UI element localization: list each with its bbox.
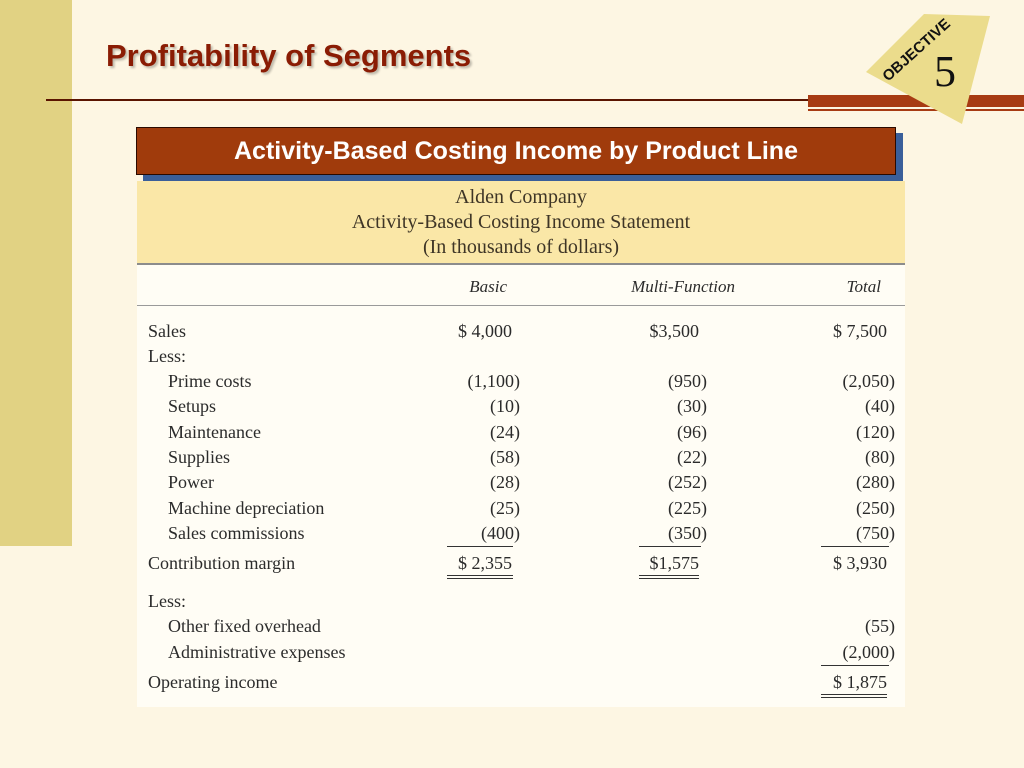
cell-basic: (400) xyxy=(481,523,520,543)
col-total: Total xyxy=(846,277,881,296)
cell-total: $ 7,500 xyxy=(833,321,887,341)
cell-multi: (22) xyxy=(677,447,707,467)
row-operating-income: Operating income $ 1,875 xyxy=(137,672,905,696)
row-label: Setups xyxy=(168,396,217,416)
income-statement: Alden Company Activity-Based Costing Inc… xyxy=(137,181,905,707)
cell-total: (2,000) xyxy=(842,642,896,662)
col-multi-function: Multi-Function xyxy=(631,277,735,296)
row-less: Less: xyxy=(137,591,905,615)
row-label: Other fixed overhead xyxy=(168,616,321,636)
cell-basic: (28) xyxy=(490,472,520,492)
cell-total: (750) xyxy=(856,523,895,543)
cell-total: $ 1,875 xyxy=(833,672,887,692)
statement-units: (In thousands of dollars) xyxy=(422,236,620,258)
cell-basic: (24) xyxy=(490,422,520,442)
column-headers: Basic Multi-Function Total xyxy=(137,267,905,306)
row-label: Sales commissions xyxy=(168,523,305,543)
cell-total: (80) xyxy=(865,447,895,467)
underline-total xyxy=(821,546,889,547)
row-label: Supplies xyxy=(168,447,231,467)
underline-multi xyxy=(639,546,701,547)
cell-total: (55) xyxy=(865,616,895,636)
row-contribution-margin: Contribution margin $ 2,355 $1,575 $ 3,9… xyxy=(137,553,905,577)
row-label: Operating income xyxy=(148,672,278,692)
col-basic: Basic xyxy=(469,277,507,296)
cell-basic: (58) xyxy=(490,447,520,467)
title-rule xyxy=(46,99,812,101)
double-underline-total xyxy=(821,694,887,698)
row-sales: Sales $ 4,000 $3,500 $ 7,500 xyxy=(137,321,905,345)
statement-title: Activity-Based Costing Income Statement xyxy=(351,211,691,233)
cell-total: (40) xyxy=(865,396,895,416)
row-label: Less: xyxy=(148,346,186,366)
double-underline-basic xyxy=(447,575,513,579)
cell-basic: (1,100) xyxy=(467,371,521,391)
cell-total: (2,050) xyxy=(842,371,896,391)
row-prime-costs: Prime costs (1,100) (950) (2,050) xyxy=(137,371,905,395)
cell-multi: (225) xyxy=(668,498,707,518)
cell-multi: (350) xyxy=(668,523,707,543)
row-less: Less: xyxy=(137,346,905,370)
cell-total: (120) xyxy=(856,422,895,442)
left-accent-bar xyxy=(0,0,72,546)
cell-multi: (96) xyxy=(677,422,707,442)
row-sales-commissions: Sales commissions (400) (350) (750) xyxy=(137,523,905,547)
row-supplies: Supplies (58) (22) (80) xyxy=(137,447,905,471)
cell-total: $ 3,930 xyxy=(833,553,887,573)
cell-multi: (30) xyxy=(677,396,707,416)
underline-basic xyxy=(447,546,513,547)
cell-basic: $ 4,000 xyxy=(458,321,512,341)
slide-title: Profitability of Segments xyxy=(106,38,472,73)
row-other-fixed-overhead: Other fixed overhead (55) xyxy=(137,616,905,640)
statement-header: Alden Company Activity-Based Costing Inc… xyxy=(137,181,905,265)
row-setups: Setups (10) (30) (40) xyxy=(137,396,905,420)
row-label: Sales xyxy=(148,321,186,341)
cell-multi: $1,575 xyxy=(649,553,700,573)
section-banner: Activity-Based Costing Income by Product… xyxy=(136,127,896,175)
title-rule-accent-thin xyxy=(808,109,1024,111)
cell-basic: $ 2,355 xyxy=(458,553,512,573)
cell-basic: (25) xyxy=(490,498,520,518)
row-label: Machine depreciation xyxy=(168,498,325,518)
row-maintenance: Maintenance (24) (96) (120) xyxy=(137,422,905,446)
row-label: Maintenance xyxy=(168,422,261,442)
double-underline-multi xyxy=(639,575,699,579)
cell-basic: (10) xyxy=(490,396,520,416)
row-label: Power xyxy=(168,472,214,492)
row-label: Contribution margin xyxy=(148,553,296,573)
objective-number: 5 xyxy=(934,47,956,96)
cell-total: (250) xyxy=(856,498,895,518)
row-power: Power (28) (252) (280) xyxy=(137,472,905,496)
cell-multi: (950) xyxy=(668,371,707,391)
objective-badge: OBJECTIVE 5 xyxy=(866,14,990,124)
title-rule-accent xyxy=(808,95,1024,107)
cell-multi: $3,500 xyxy=(649,321,700,341)
row-label: Prime costs xyxy=(168,371,252,391)
company-name: Alden Company xyxy=(455,186,587,208)
cell-total: (280) xyxy=(856,472,895,492)
cell-multi: (252) xyxy=(668,472,707,492)
row-label: Less: xyxy=(148,591,186,611)
row-administrative-expenses: Administrative expenses (2,000) xyxy=(137,642,905,666)
row-label: Administrative expenses xyxy=(168,642,346,662)
row-machine-depreciation: Machine depreciation (25) (225) (250) xyxy=(137,498,905,522)
underline-total xyxy=(821,665,889,666)
